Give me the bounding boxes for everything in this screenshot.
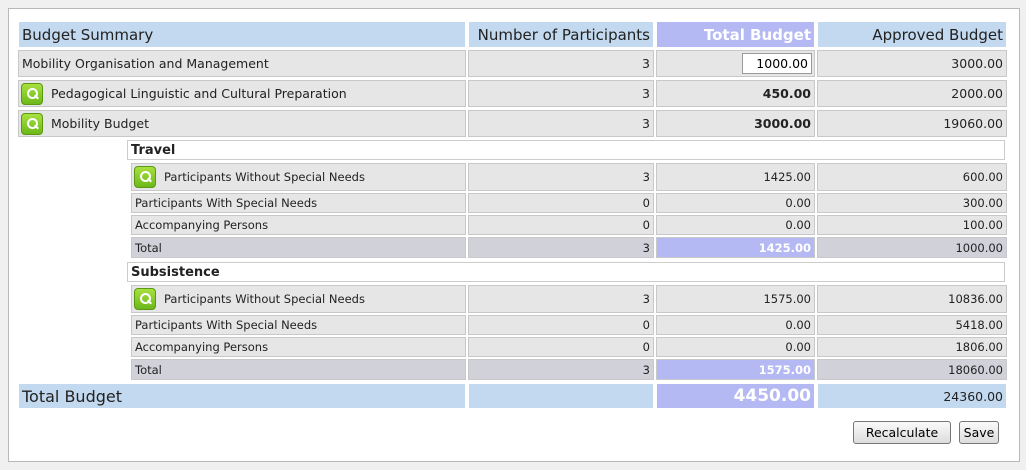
recalculate-button[interactable]: Recalculate: [853, 421, 951, 444]
participants-cell: 3: [468, 163, 654, 191]
row-label: Participants With Special Needs: [131, 315, 466, 335]
header-cell: Budget Summary: [18, 21, 466, 48]
approved-cell: 3000.00: [817, 50, 1007, 77]
footer-label: Total Budget: [18, 383, 466, 409]
total-cell: 450.00: [656, 80, 815, 107]
approved-cell: 300.00: [817, 193, 1007, 213]
total-cell: 1425.00: [656, 237, 815, 258]
participants-cell: 0: [468, 315, 654, 335]
participants-cell: 0: [468, 215, 654, 235]
row-label: Participants Without Special Needs: [131, 285, 466, 313]
footer-approved: 24360.00: [817, 383, 1007, 409]
total-cell: 3000.00: [656, 110, 815, 137]
total-cell: 1575.00: [656, 285, 815, 313]
approved-cell: 10836.00: [817, 285, 1007, 313]
participants-cell: 3: [468, 50, 654, 77]
participants-cell: 3: [468, 80, 654, 107]
save-button[interactable]: Save: [959, 421, 999, 444]
participants-cell: 3: [468, 359, 654, 380]
row-label: Participants With Special Needs: [131, 193, 466, 213]
details-icon[interactable]: [134, 166, 156, 188]
participants-cell: 3: [468, 110, 654, 137]
header-cell: Number of Participants: [468, 21, 654, 48]
approved-cell: 100.00: [817, 215, 1007, 235]
footer-total: 4450.00: [656, 383, 815, 409]
approved-cell: 19060.00: [817, 110, 1007, 137]
total-cell: 1425.00: [656, 163, 815, 191]
approved-cell: 1806.00: [817, 337, 1007, 357]
total-input[interactable]: 1000.00: [742, 53, 812, 74]
row-label: Participants Without Special Needs: [131, 163, 466, 191]
header-cell: Approved Budget: [817, 21, 1007, 48]
row-label: Accompanying Persons: [131, 215, 466, 235]
participants-cell: 3: [468, 285, 654, 313]
section-title: Subsistence: [127, 262, 1005, 282]
row-label: Mobility Organisation and Management: [18, 50, 466, 77]
header-cell: Total Budget: [656, 21, 815, 48]
approved-cell: 600.00: [817, 163, 1007, 191]
total-cell: 0.00: [656, 337, 815, 357]
participants-cell: 0: [468, 337, 654, 357]
total-cell: 0.00: [656, 215, 815, 235]
approved-cell: 2000.00: [817, 80, 1007, 107]
approved-cell: 1000.00: [817, 237, 1007, 258]
footer-cell: [468, 383, 654, 409]
row-label: Accompanying Persons: [131, 337, 466, 357]
row-label: Total: [131, 359, 466, 380]
row-label: Total: [131, 237, 466, 258]
row-label: Pedagogical Linguistic and Cultural Prep…: [18, 80, 466, 107]
participants-cell: 0: [468, 193, 654, 213]
details-icon[interactable]: [21, 112, 43, 135]
details-icon[interactable]: [134, 288, 156, 310]
approved-cell: 5418.00: [817, 315, 1007, 335]
details-icon[interactable]: [21, 82, 43, 105]
participants-cell: 3: [468, 237, 654, 258]
approved-cell: 18060.00: [817, 359, 1007, 380]
row-label: Mobility Budget: [18, 110, 466, 137]
total-cell: 0.00: [656, 193, 815, 213]
total-cell: 0.00: [656, 315, 815, 335]
total-cell: 1575.00: [656, 359, 815, 380]
section-title: Travel: [127, 140, 1005, 160]
